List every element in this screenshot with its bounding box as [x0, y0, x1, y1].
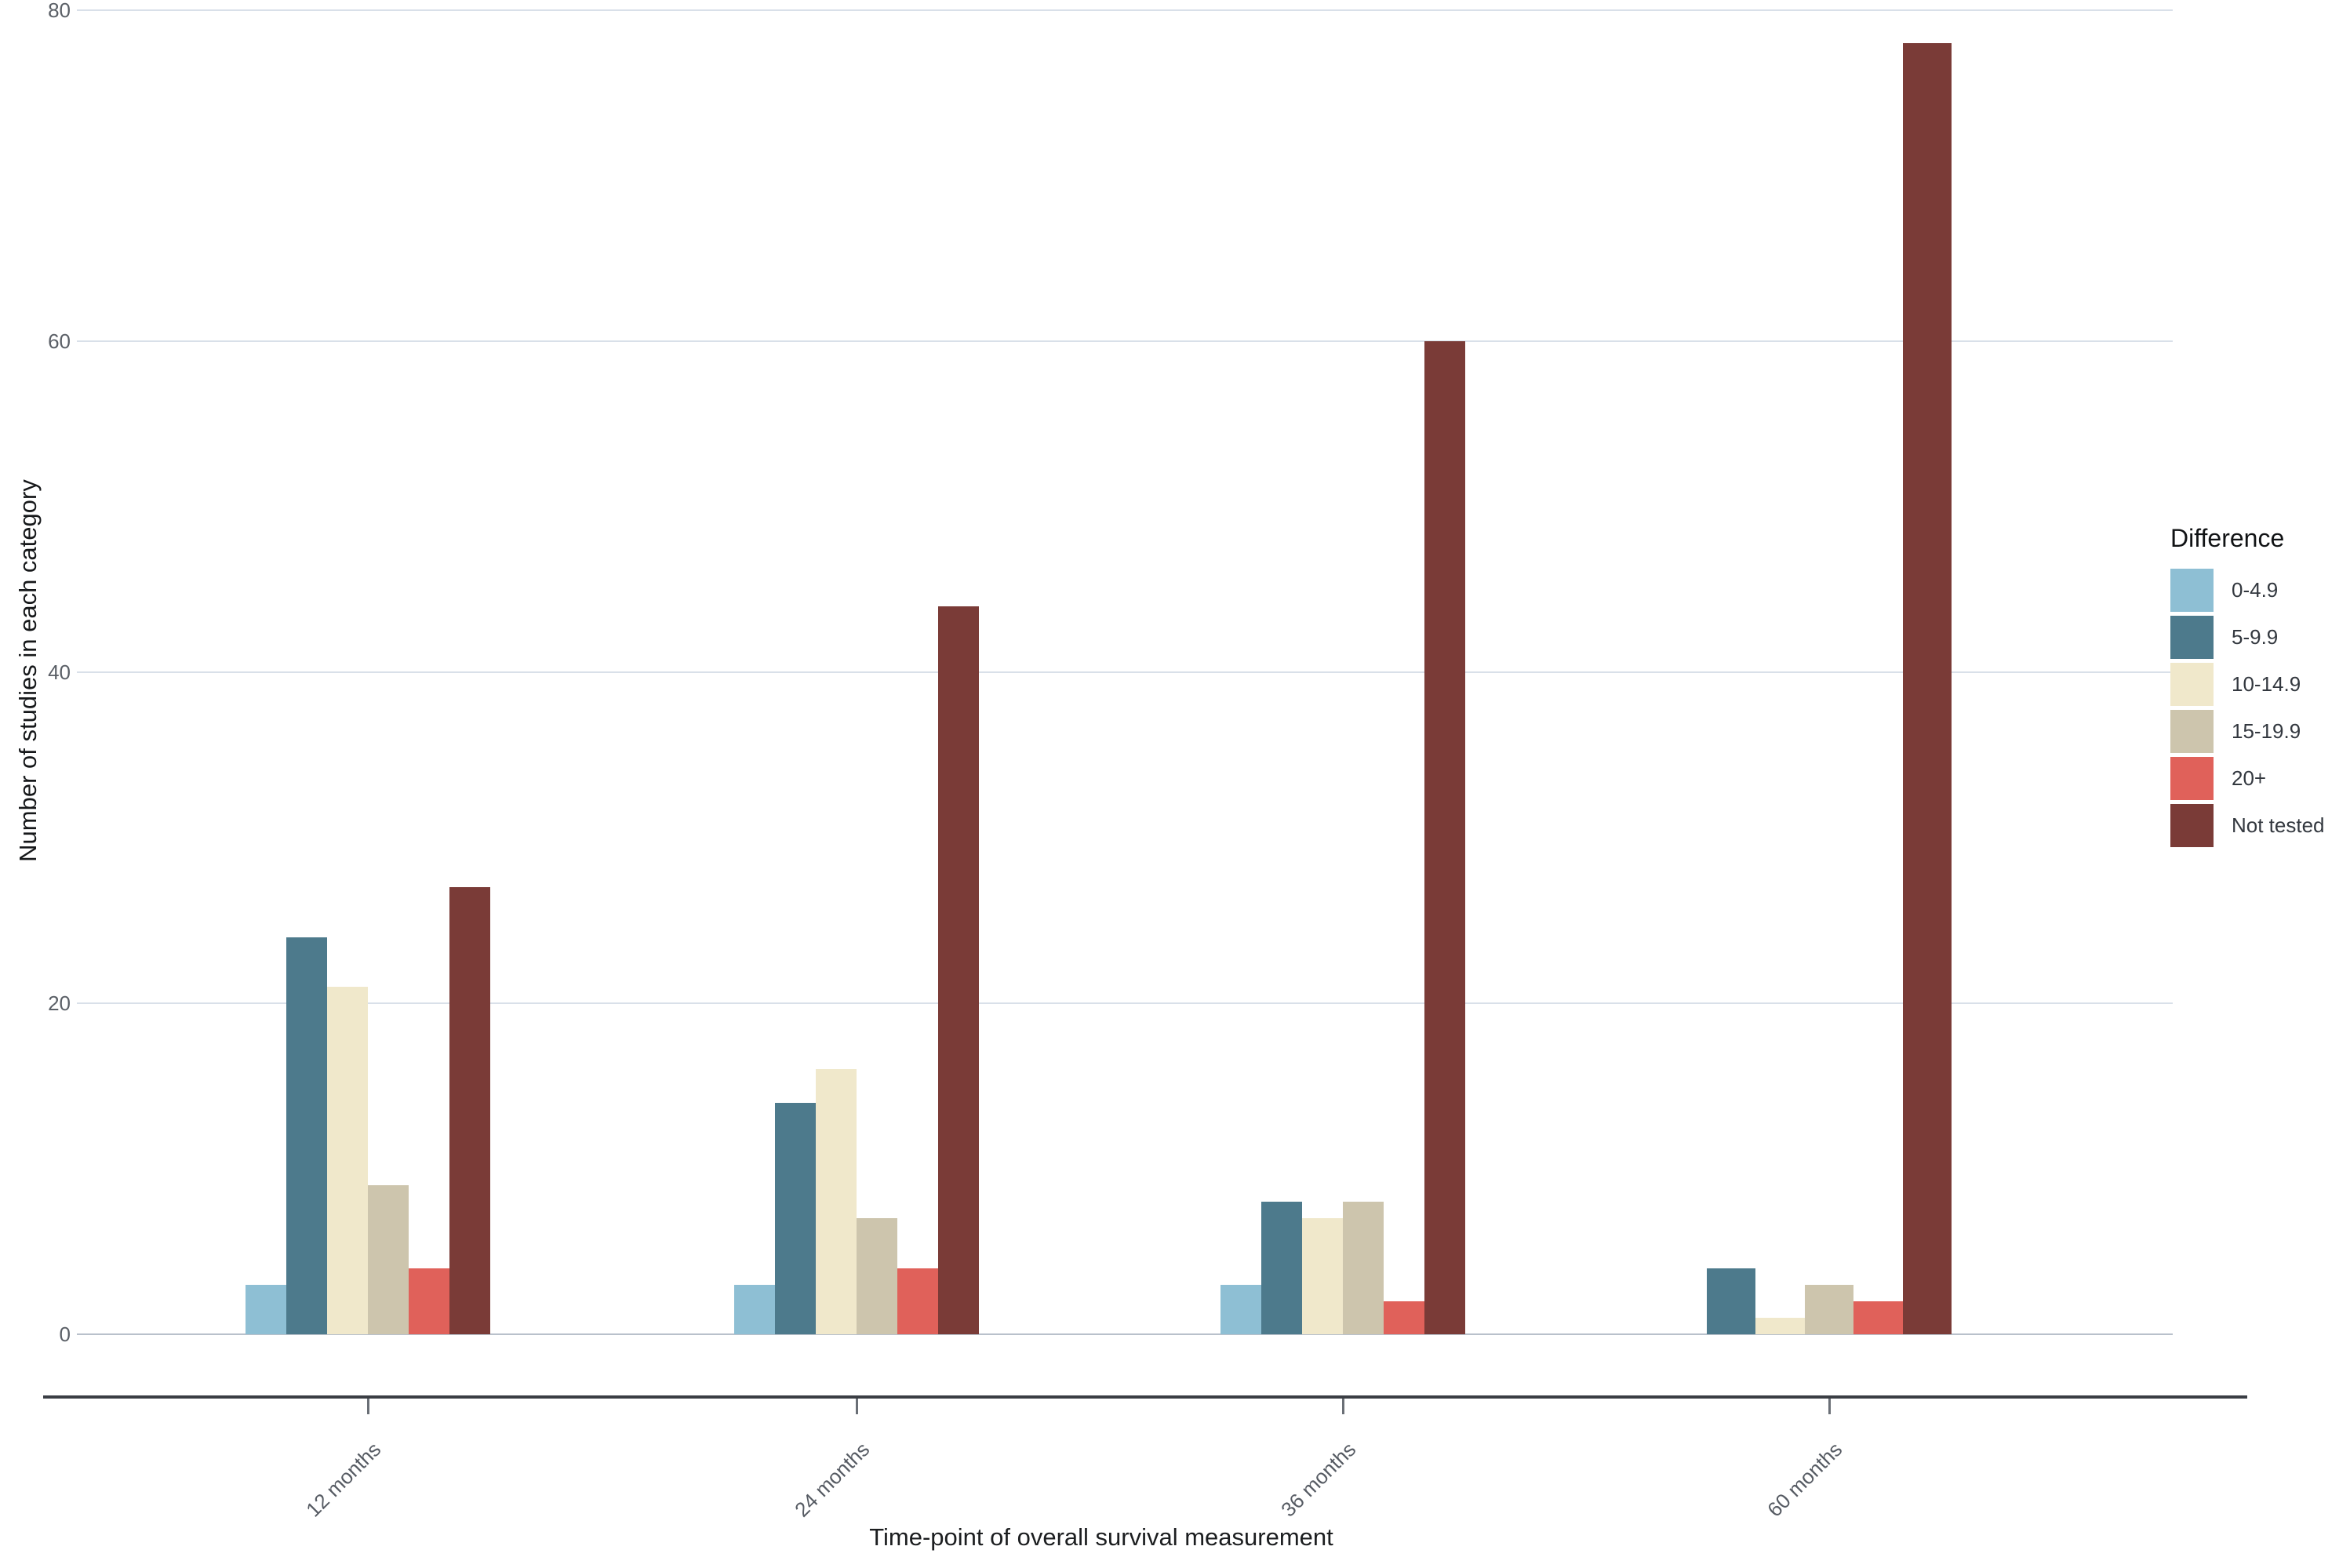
gridline-y-40 — [77, 671, 2173, 673]
bar-10-14.9-36-months — [1302, 1218, 1343, 1334]
bar-group-24-months — [734, 606, 979, 1334]
bar-Not-tested-24-months — [938, 606, 979, 1334]
legend-swatch-20+ — [2170, 757, 2214, 800]
bar-0-4.9-24-months — [734, 1284, 775, 1334]
bar-5-9.9-60-months — [1707, 1268, 1756, 1334]
gridline-y-80 — [77, 9, 2173, 11]
x-tick-label-24-months: 24 months — [790, 1437, 875, 1522]
y-tick-label-60: 60 — [48, 329, 71, 353]
x-tick-36-months — [1342, 1399, 1344, 1414]
legend-item-10-14.9: 10-14.9 — [2170, 663, 2348, 706]
gridline-y-20 — [77, 1002, 2173, 1004]
bar-20+-36-months — [1384, 1301, 1424, 1334]
bar-10-14.9-60-months — [1755, 1317, 1805, 1334]
y-tick-label-0: 0 — [59, 1322, 71, 1346]
bar-15-19.9-36-months — [1343, 1202, 1384, 1334]
bar-10-14.9-12-months — [327, 986, 368, 1334]
bar-Not-tested-36-months — [1424, 341, 1465, 1334]
plot-area — [77, 9, 2173, 1335]
bar-group-60-months — [1707, 43, 1952, 1334]
bar-group-12-months — [246, 887, 490, 1334]
bar-Not-tested-12-months — [449, 887, 490, 1334]
legend-swatch-15-19.9 — [2170, 710, 2214, 753]
legend-swatch-0-4.9 — [2170, 569, 2214, 612]
x-tick-60-months — [1828, 1399, 1831, 1414]
legend-swatch-10-14.9 — [2170, 663, 2214, 706]
legend-item-5-9.9: 5-9.9 — [2170, 616, 2348, 659]
legend-label-Not-tested: Not tested — [2232, 813, 2325, 837]
legend: Difference 0-4.9 5-9.9 10-14.9 15-19.9 20+ No… — [2170, 524, 2348, 851]
legend-item-20+: 20+ — [2170, 757, 2348, 800]
gridline-y-0 — [77, 1333, 2173, 1335]
bar-Not-tested-60-months — [1902, 43, 1952, 1334]
x-tick-24-months — [856, 1399, 858, 1414]
legend-title: Difference — [2170, 524, 2285, 552]
bar-20+-60-months — [1853, 1301, 1903, 1334]
legend-label-15-19.9: 15-19.9 — [2232, 719, 2301, 743]
x-tick-12-months — [367, 1399, 369, 1414]
legend-label-0-4.9: 0-4.9 — [2232, 578, 2279, 602]
bar-5-9.9-12-months — [286, 937, 327, 1334]
legend-item-Not-tested: Not tested — [2170, 804, 2348, 847]
bar-15-19.9-60-months — [1804, 1284, 1854, 1334]
x-axis-title: Time-point of overall survival measureme… — [869, 1523, 1333, 1551]
legend-label-5-9.9: 5-9.9 — [2232, 625, 2279, 649]
y-tick-label-80: 80 — [48, 0, 71, 22]
bar-20+-24-months — [897, 1268, 938, 1334]
legend-swatch-5-9.9 — [2170, 616, 2214, 659]
x-tick-label-36-months: 36 months — [1276, 1437, 1361, 1522]
x-tick-label-60-months: 60 months — [1762, 1437, 1847, 1522]
bar-5-9.9-36-months — [1261, 1202, 1302, 1334]
legend-label-10-14.9: 10-14.9 — [2232, 672, 2301, 696]
legend-label-20+: 20+ — [2232, 766, 2267, 790]
bar-0-4.9-36-months — [1220, 1284, 1261, 1334]
y-tick-label-20: 20 — [48, 991, 71, 1015]
bar-20+-12-months — [409, 1268, 449, 1334]
legend-swatch-Not-tested — [2170, 804, 2214, 847]
legend-items: 0-4.9 5-9.9 10-14.9 15-19.9 20+ Not tested — [2170, 569, 2348, 847]
bar-15-19.9-12-months — [368, 1185, 409, 1334]
y-tick-label-40: 40 — [48, 660, 71, 684]
bar-0-4.9-12-months — [246, 1284, 286, 1334]
bar-15-19.9-24-months — [857, 1218, 897, 1334]
legend-item-0-4.9: 0-4.9 — [2170, 569, 2348, 612]
x-axis-line — [43, 1395, 2247, 1399]
gridline-y-60 — [77, 340, 2173, 342]
legend-item-15-19.9: 15-19.9 — [2170, 710, 2348, 753]
bar-10-14.9-24-months — [816, 1069, 857, 1334]
bar-group-36-months — [1220, 341, 1465, 1334]
bar-5-9.9-24-months — [775, 1102, 816, 1334]
x-tick-label-12-months: 12 months — [301, 1437, 386, 1522]
